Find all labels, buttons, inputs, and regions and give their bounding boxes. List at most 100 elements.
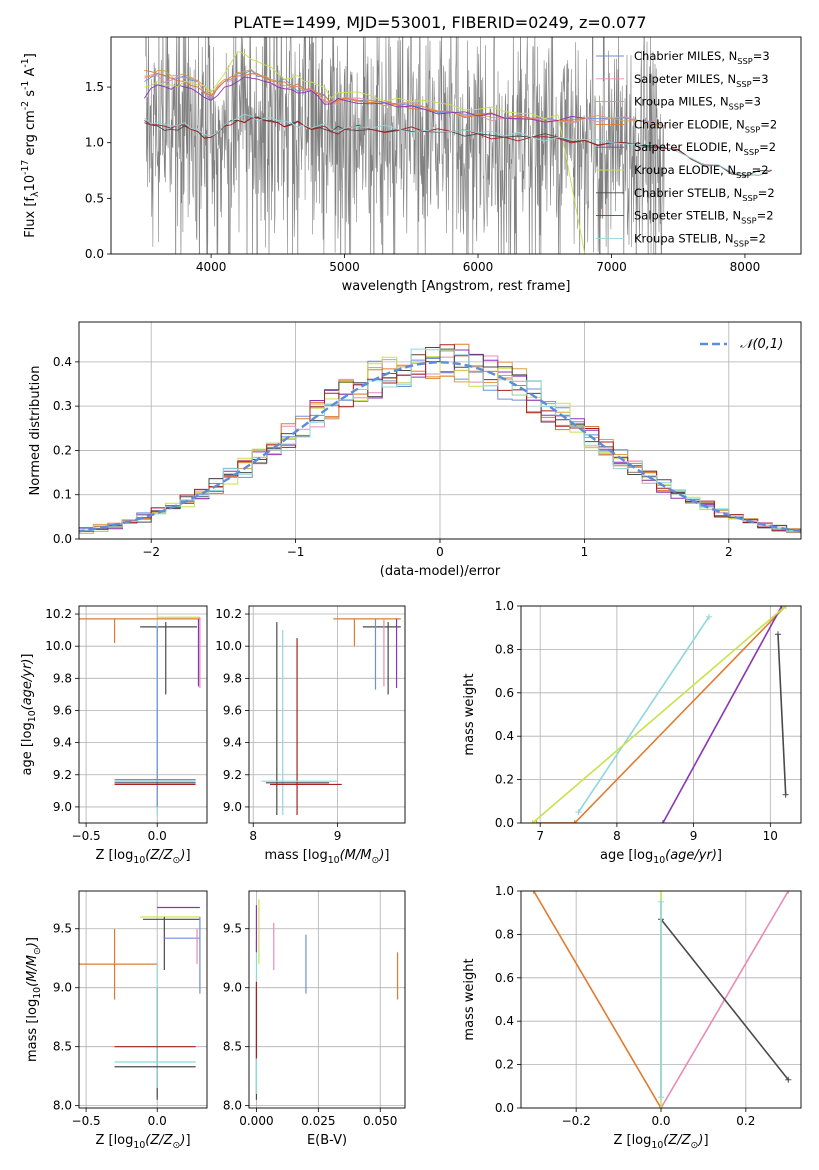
y-tick-label: 0.6	[495, 971, 514, 985]
mass-weight-Z-marker	[658, 1094, 664, 1101]
x-tick-label: 0.000	[239, 1114, 273, 1128]
y-tick-label: 0.4	[53, 355, 72, 369]
axes-frame	[520, 605, 802, 824]
y-tick-label: 9.0	[53, 800, 72, 814]
x-tick-label: 9	[690, 829, 698, 843]
axes-spectrum: 4000 5000 6000 7000 8000 0.0 0.5 1.0 1.5 waveleng…	[20, 36, 802, 294]
mass-weight-marker	[571, 820, 578, 823]
mass-weight-Z-marker	[785, 1076, 792, 1083]
plot-area	[255, 899, 399, 1100]
model-line-2	[144, 73, 666, 127]
x-tick-label: 8	[249, 829, 257, 843]
legend-label-6: Kroupa ELODIE, NSSP​=2	[634, 163, 769, 180]
y-tick-label: 9.8	[223, 671, 242, 685]
y-tick-label: 0.4	[495, 1014, 514, 1028]
mass-weight-Z-line-1	[533, 891, 662, 1108]
x-tick-label: 2	[725, 545, 733, 559]
y-tick-label: 0.6	[495, 686, 514, 700]
y-tick-label: 0.0	[495, 1101, 514, 1115]
axes-frame	[248, 890, 406, 1109]
x-tick-label: −0.5	[72, 829, 101, 843]
x-axis-label: Z [log10(Z/Z⊙)]	[613, 1133, 708, 1151]
mass-weight-marker	[782, 791, 789, 798]
mass-weight-line-1	[536, 606, 787, 823]
x-tick-label: −0.2	[562, 1114, 591, 1128]
x-tick-label: 0.0	[148, 1114, 167, 1128]
x-axis-label: (data-model)/error	[380, 564, 501, 579]
y-tick-label: 9.5	[53, 922, 72, 936]
y-tick-label: 9.6	[223, 703, 242, 717]
x-axis-label: Z [log10(Z/Z⊙)]	[95, 1133, 190, 1151]
mass-weight-Z-marker	[658, 898, 664, 905]
observed-spectrum-line	[145, 37, 665, 254]
legend-label-5: Salpeter ELODIE, NSSP​=2	[634, 140, 776, 157]
mass-weight-marker	[533, 820, 540, 823]
axes-frame	[248, 605, 406, 824]
x-tick-label: 0.050	[363, 1114, 397, 1128]
x-axis-label: Z [log10(Z/Z⊙)]	[95, 848, 190, 866]
legend-label-4: Chabrier ELODIE, NSSP​=2	[634, 117, 777, 134]
x-tick-label: 0.0	[651, 1114, 670, 1128]
mass-weight-line-3	[662, 606, 783, 823]
x-tick-label: 4000	[196, 260, 227, 274]
y-tick-label: 0.5	[85, 191, 104, 205]
y-tick-label: 10.2	[215, 607, 242, 621]
y-tick-label: 9.4	[223, 736, 242, 750]
x-tick-label: 1	[581, 545, 589, 559]
model-line-6	[144, 50, 586, 254]
overlay: 8 9 9.0 9.2 9.4 9.6 9.8 10.0 10.2 mass [log10(M/M…	[215, 605, 406, 866]
y-tick-label: 0.2	[53, 443, 72, 457]
mass-weight-marker	[575, 809, 582, 816]
y-tick-label: 9.4	[53, 736, 72, 750]
plot-area	[79, 616, 201, 815]
model-line-4	[144, 69, 585, 123]
mass-weight-line-4	[777, 634, 787, 795]
mass-weight-Z-marker	[658, 1105, 664, 1108]
y-tick-label: 0.0	[53, 532, 72, 546]
y-tick-label: 0.1	[53, 488, 72, 502]
axes-frame	[78, 890, 208, 1109]
axes-mass-weight-vs-Z: −0.2 0.0 0.2 0.0 0.2 0.4 0.6 0.8 1.0 Z [log10(Z/Z…	[462, 884, 802, 1151]
x-axis-label: E(B-V)	[307, 1133, 347, 1148]
y-tick-label: 9.0	[223, 981, 242, 995]
y-axis-label: mass weight	[462, 673, 477, 755]
x-tick-label: 8000	[730, 260, 761, 274]
mass-weight-Z-marker	[658, 891, 664, 894]
mass-weight-line-5	[531, 606, 787, 823]
axes-mass-vs-EBV: 0.000 0.025 0.050 8.0 8.5 9.0 9.5 E(B-V)	[223, 890, 406, 1148]
overlay: −0.2 0.0 0.2 0.0 0.2 0.4 0.6 0.8 1.0 Z [log10(Z/Z…	[462, 884, 802, 1151]
legend-label-2: Salpeter MILES, NSSP​=3	[634, 72, 769, 89]
y-tick-label: 9.6	[53, 703, 72, 717]
axes-frame	[110, 36, 802, 255]
mass-weight-line-2	[577, 616, 710, 813]
x-tick-label: −0.5	[72, 1114, 101, 1128]
y-tick-label: 0.3	[53, 399, 72, 413]
y-tick-label: 1.0	[495, 599, 514, 613]
x-tick-label: 0	[436, 545, 444, 559]
legend-label-1: Chabrier MILES, NSSP​=3	[634, 49, 770, 66]
mass-weight-Z-line-3	[660, 918, 789, 1081]
y-axis-label: Normed distribution	[28, 366, 43, 496]
x-tick-label: 7000	[596, 260, 627, 274]
y-axis-label: Flux [fλ​10-17​ erg cm-2​ s-1​ A-1​]	[20, 53, 41, 238]
figure-title: PLATE=1499, MJD=53001, FIBERID=0249, z=0…	[233, 13, 646, 32]
y-tick-label: 0.0	[495, 816, 514, 830]
plot-area	[529, 606, 789, 823]
plot-area	[530, 891, 792, 1108]
y-tick-label: 9.0	[223, 800, 242, 814]
x-tick-label: −2	[142, 545, 160, 559]
x-tick-label: 8	[613, 829, 621, 843]
y-tick-label: 0.8	[495, 927, 514, 941]
y-tick-label: 8.0	[223, 1099, 242, 1113]
y-tick-label: 9.5	[223, 922, 242, 936]
overlay: −0.5 0.0 8.0 8.5 9.0 9.5 Z [log10(Z/Z⊙)] mass […	[25, 890, 208, 1151]
axes-frame	[78, 605, 208, 824]
y-tick-label: 9.0	[53, 981, 72, 995]
x-tick-label: 9	[334, 829, 342, 843]
gaussian-curve	[79, 361, 801, 533]
plot-area	[144, 37, 772, 254]
x-tick-label: 5000	[329, 260, 360, 274]
x-axis-label: age [log10(age/yr)]	[600, 848, 722, 866]
x-tick-label: 0.0	[148, 829, 167, 843]
